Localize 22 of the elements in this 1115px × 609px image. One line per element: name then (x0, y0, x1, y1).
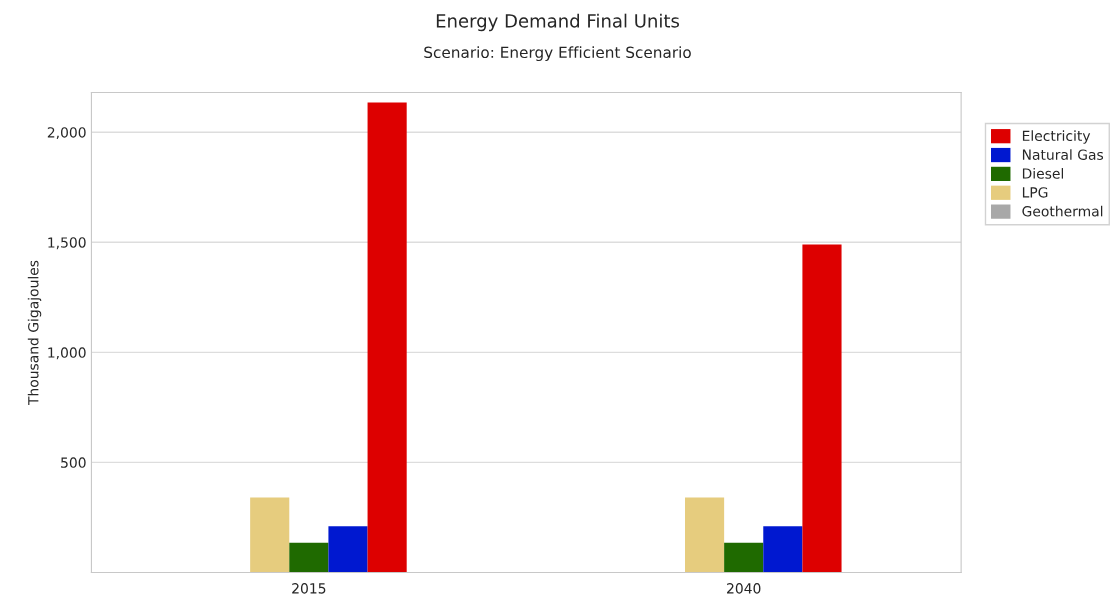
bar (685, 497, 725, 573)
bar (802, 244, 842, 573)
bar (763, 526, 803, 573)
x-tick-label: 2040 (727, 583, 761, 594)
chart-subtitle: Scenario: Energy Efficient Scenario (424, 46, 691, 62)
y-tick-label: 500 (61, 457, 86, 468)
bar (724, 542, 764, 573)
legend-label: Natural Gas (1022, 149, 1104, 160)
y-tick-label: 1,000 (48, 347, 86, 360)
y-tick-label: 1,500 (48, 237, 86, 250)
legend-label: Geothermal (1022, 205, 1103, 217)
chart-title: Energy Demand Final Units (436, 13, 680, 32)
bar (367, 102, 407, 573)
bar (289, 542, 329, 573)
bar (328, 526, 368, 573)
y-tick-label: 2,000 (47, 127, 86, 140)
legend-label: Diesel (1022, 168, 1064, 179)
legend-label: Electricity (1022, 130, 1091, 144)
bar (250, 497, 290, 573)
legend-label: LPG (1022, 187, 1048, 198)
x-tick-label: 2015 (292, 583, 326, 594)
y-axis-title: Thousand Gigajoules (27, 260, 42, 406)
